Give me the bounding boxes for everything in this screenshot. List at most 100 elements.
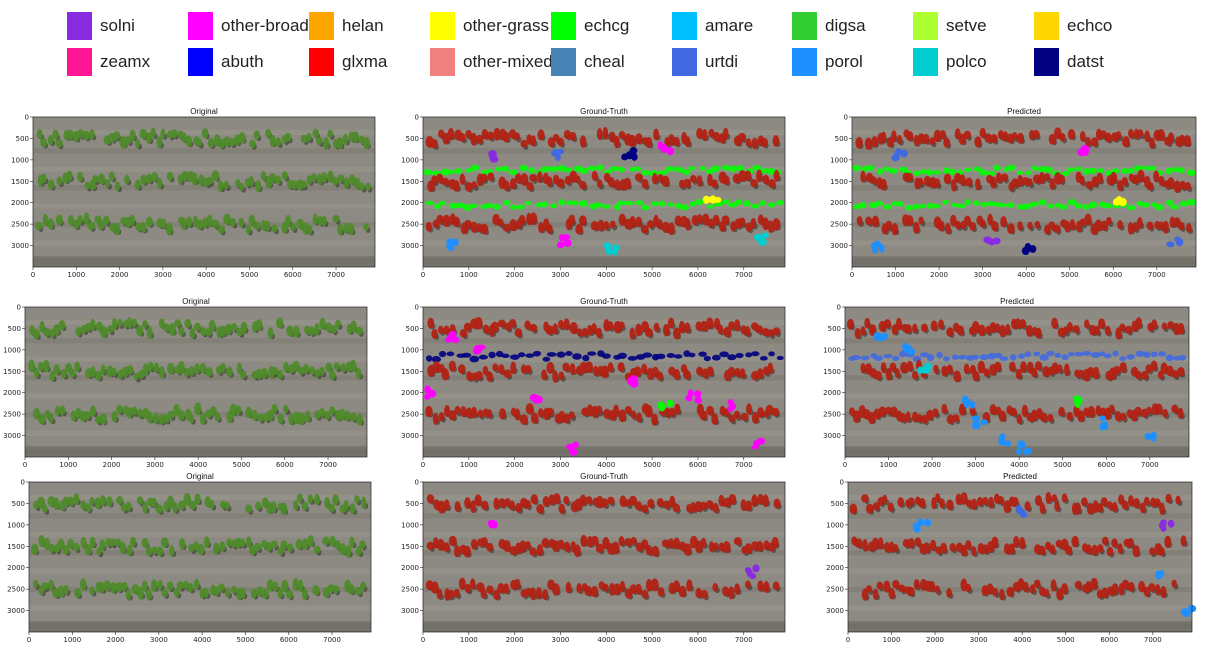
crop-plant [771,537,779,549]
crop-plant [1022,581,1029,593]
crop-plant [1051,494,1058,503]
y-tick-label: 0 [21,479,25,487]
weed-row-mark [1082,168,1091,175]
crop-plant [299,180,308,189]
weed-mark [445,336,452,343]
weed-mark [1166,241,1175,248]
y-tick-label: 1000 [401,346,419,354]
crop-plant [297,412,306,426]
crop-plant [1141,370,1149,380]
weed-row-mark [548,166,559,172]
crop-plant [80,500,87,510]
crop-plant [1184,181,1192,191]
crop-plant [475,134,484,145]
legend-label: solni [100,16,135,35]
x-tick-label: 3000 [967,461,985,469]
crop-plant [607,496,615,505]
y-tick-label: 1500 [3,368,21,376]
crop-plant [563,318,570,331]
weed-mark [878,244,885,253]
crop-plant [196,138,203,147]
crop-plant [100,326,108,338]
crop-plant [562,362,570,372]
crop-plant [131,584,140,595]
crop-plant [1081,497,1088,507]
crop-plant [332,585,340,594]
weed-row-mark [1170,204,1179,210]
crop-plant [119,541,127,554]
crop-plant [678,585,687,598]
crop-plant [1157,128,1166,142]
weed-row-mark [582,354,590,362]
y-tick-label: 3000 [401,242,419,250]
weed-row-mark [951,354,959,360]
crop-plant [624,405,632,415]
crop-plant [126,365,134,375]
soil-furrow [33,240,375,246]
crop-plant [37,496,45,508]
crop-plant [767,220,774,233]
weed-row-mark [666,352,676,359]
crop-plant [988,496,994,509]
crop-plant [890,406,898,418]
crop-plant [733,319,741,332]
crop-plant [459,132,466,143]
crop-plant [317,173,323,186]
crop-plant [751,412,759,424]
axes-frame [28,481,372,633]
crop-plant [667,317,675,329]
crop-plant [902,538,910,548]
weed-mark [657,402,666,410]
crop-plant [42,360,50,373]
crop-plant [441,177,450,186]
crop-plant [911,370,919,380]
crop-plant [443,499,450,511]
crop-plant [362,136,371,150]
crop-plant [173,587,180,598]
crop-plant [744,326,751,337]
weed-mark [962,398,971,405]
crop-plant [194,402,202,416]
crop-plant [437,325,444,334]
crop-plant [89,586,95,596]
y-tick-label: 2000 [830,199,848,207]
crop-plant [722,541,731,554]
soil-furrow [848,621,1192,632]
crop-plant [509,545,517,556]
crop-plant [871,537,880,551]
crop-plant [672,327,681,340]
x-tick-label: 0 [421,461,425,469]
weed-row-mark [525,353,535,358]
crop-plant [900,361,908,374]
weed-row-mark [439,200,447,206]
crop-plant [963,363,970,375]
crop-plant [260,368,268,379]
crop-plant [240,321,248,334]
weed-row-mark [751,351,760,357]
weed-row-mark [455,202,466,209]
weed-row-mark [752,164,762,171]
crop-plant [701,129,708,142]
weed-row-mark [926,202,936,209]
crop-plant [860,326,866,336]
crop-plant [329,370,336,380]
crop-plant [133,372,140,381]
weed-row-mark [1177,167,1185,174]
crop-plant [99,539,106,552]
crop-plant [864,137,873,150]
crop-plant [722,586,729,597]
crop-plant [871,136,878,148]
weed-row-mark [1075,202,1083,210]
crop-plant [217,225,226,234]
weed-row-mark [735,352,744,359]
crop-plant [493,127,501,141]
crop-plant [217,180,224,193]
weed-mark [899,149,908,158]
y-tick-label: 1000 [830,156,848,164]
crop-plant [1040,412,1048,423]
crop-plant [1027,221,1033,230]
crop-plant [523,499,532,510]
x-tick-label: 6000 [276,461,294,469]
x-tick-label: 1000 [460,461,478,469]
weed-row-mark [1033,351,1041,357]
